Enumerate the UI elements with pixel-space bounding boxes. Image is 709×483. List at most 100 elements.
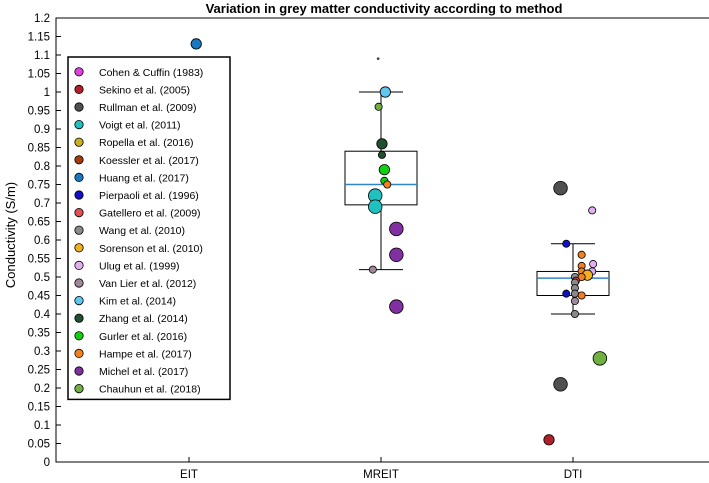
legend-item: Wang et al. (2010)	[74, 225, 185, 237]
legend-label: Voigt et al. (2011)	[99, 120, 181, 132]
legend-marker	[74, 102, 84, 112]
legend-item: Cohen & Cuffin (1983)	[74, 67, 203, 79]
legend-marker	[74, 225, 84, 235]
y-tick-label: 0.85	[28, 143, 50, 155]
data-point	[389, 221, 404, 237]
data-points	[183, 38, 608, 446]
x-tick-label-eit: EIT	[180, 469, 198, 481]
data-point	[543, 434, 555, 446]
legend-marker	[74, 313, 84, 323]
y-tick-label: 0	[44, 457, 50, 469]
legend-item: Chauhun et al. (2018)	[74, 383, 201, 396]
legend-marker	[74, 366, 84, 376]
legend-label: Ulug et al. (1999)	[99, 260, 180, 272]
legend-marker	[74, 348, 84, 358]
data-point	[383, 180, 392, 189]
data-point	[588, 206, 597, 215]
legend-item: Voigt et al. (2011)	[74, 120, 181, 132]
legend-marker	[74, 67, 84, 77]
legend-label: Chauhun et al. (2018)	[99, 384, 201, 396]
legend-marker	[74, 295, 84, 306]
data-point	[389, 299, 404, 314]
data-point	[368, 199, 383, 214]
y-tick-label: 0.1	[34, 420, 50, 432]
legend-item: Hampe et al. (2017)	[74, 348, 192, 360]
data-point	[570, 297, 579, 306]
y-tick-label: 0.05	[28, 439, 50, 451]
legend-item: Zhang et al. (2014)	[74, 313, 188, 325]
data-point	[553, 377, 568, 392]
legend-item: Gatellero et al. (2009)	[74, 208, 201, 220]
legend-label: Sorenson et al. (2010)	[99, 243, 203, 255]
y-tick-label: 0.7	[34, 198, 50, 210]
legend-label: Ropella et al. (2016)	[99, 137, 194, 149]
legend-item: Michel et al. (2017)	[74, 366, 188, 378]
legend-label: Pierpaoli et al. (1996)	[99, 190, 199, 202]
y-tick-label: 0.15	[28, 402, 50, 414]
data-point	[376, 57, 380, 61]
legend-label: Gurler et al. (2016)	[99, 331, 187, 343]
legend-label: Huang et al. (2017)	[99, 172, 189, 184]
legend-marker	[74, 383, 84, 394]
legend-box	[67, 56, 231, 401]
legend-item: Sorenson et al. (2010)	[74, 243, 203, 255]
legend-item: Gurler et al. (2016)	[74, 331, 187, 343]
y-tick-label: 0.4	[34, 309, 51, 321]
data-point	[589, 260, 598, 269]
y-axis: 0 0.05 0.1 0.15 0.2 0.25 0.3 0.35 0.4 0.45 0.5 0.55…	[28, 13, 61, 469]
legend-marker	[74, 155, 84, 165]
y-tick-label: 1.1	[34, 50, 50, 62]
x-axis: EIT MREIT DTI	[180, 457, 582, 481]
y-tick-label: 1.2	[34, 13, 50, 25]
data-point	[577, 272, 586, 281]
y-tick-label: 0.6	[34, 235, 50, 247]
legend-marker	[74, 260, 84, 270]
legend-item: Koessler et al. (2017)	[74, 155, 199, 167]
legend-marker	[74, 137, 84, 147]
y-tick-label: 0.35	[28, 328, 50, 340]
data-point	[570, 309, 579, 318]
y-tick-label: 0.9	[34, 124, 50, 136]
data-point	[376, 138, 388, 150]
legend-marker	[74, 190, 84, 200]
data-point	[379, 86, 391, 98]
legend-marker	[74, 331, 84, 341]
y-tick-label: 1	[44, 87, 50, 99]
legend-marker	[74, 84, 84, 95]
y-tick-label: 0.5	[34, 272, 50, 284]
legend-marker	[74, 172, 84, 182]
legend-item: Sekino et al. (2005)	[74, 84, 190, 96]
legend-label: Cohen & Cuffin (1983)	[99, 67, 203, 79]
legend-label: Rullman et al. (2009)	[99, 102, 196, 114]
legend-item: Ropella et al. (2016)	[74, 137, 194, 149]
x-tick-label-dti: DTI	[564, 469, 583, 481]
y-tick-label: 0.55	[28, 254, 50, 266]
data-point	[577, 250, 586, 259]
legend: Cohen & Cuffin (1983) Sekino et al. (2005…	[67, 56, 231, 401]
data-point	[562, 239, 571, 248]
legend-label: Sekino et al. (2005)	[99, 84, 190, 96]
y-tick-label: 0.8	[34, 161, 50, 173]
y-tick-label: 0.65	[28, 217, 50, 229]
y-tick-label: 0.25	[28, 365, 50, 377]
y-tick-label: 0.95	[28, 106, 50, 118]
y-tick-label: 1.15	[28, 32, 50, 44]
chart-title: Variation in grey matter conductivity ac…	[206, 1, 563, 16]
legend-label: Kim et al. (2014)	[99, 296, 176, 308]
data-point	[378, 164, 390, 176]
data-point	[577, 291, 586, 300]
legend-label: Michel et al. (2017)	[99, 366, 188, 378]
data-point	[377, 150, 386, 159]
data-point	[592, 351, 608, 366]
y-axis-label: Conductivity (S/m)	[3, 182, 18, 288]
data-point	[562, 289, 571, 298]
y-tick-label: 1.05	[28, 69, 50, 81]
legend-label: Van Lier et al. (2012)	[99, 278, 196, 290]
legend-marker	[74, 208, 84, 218]
legend-marker	[74, 278, 84, 288]
legend-item: Van Lier et al. (2012)	[74, 278, 196, 290]
data-point	[374, 102, 383, 111]
legend-label: Hampe et al. (2017)	[99, 348, 192, 360]
